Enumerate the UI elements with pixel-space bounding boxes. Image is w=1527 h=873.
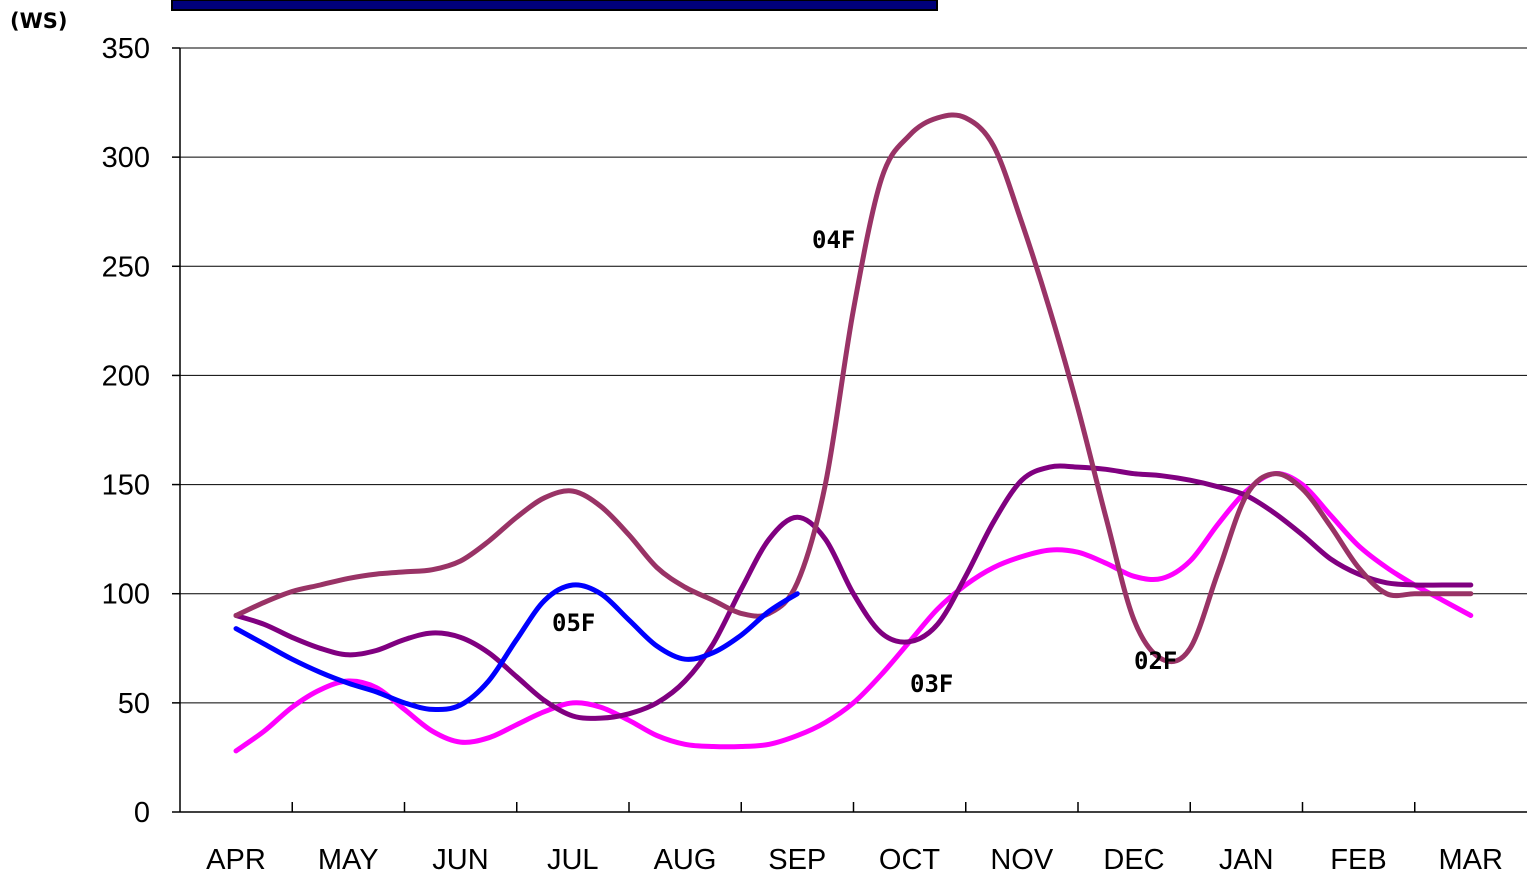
annotation-02F: 02F [1134,647,1177,675]
x-tick-label-jan: JAN [1219,844,1274,873]
x-tick-label-may: MAY [318,844,379,873]
series-line-03F [233,463,1474,721]
y-axis-tick-labels: 0 50 100 150 200 250 300 350 [102,33,180,829]
series-line-04F [233,112,1474,665]
series-lines [233,112,1474,754]
y-tick-label: 300 [102,142,150,174]
series-line-05F [233,582,800,713]
x-tick-label-jul: JUL [547,844,599,873]
series-annotations: 04F 05F 03F 02F [552,226,1177,698]
x-tick-label-jun: JUN [432,844,488,873]
annotation-04F: 04F [812,226,855,254]
y-tick-label: 200 [102,360,150,392]
y-tick-label: 50 [118,688,150,720]
chart-title-bar [171,0,938,11]
y-tick-label: 350 [102,33,150,65]
x-tick-label-aug: AUG [654,844,717,873]
x-tick-label-feb: FEB [1330,844,1386,873]
y-tick-label: 100 [102,579,150,611]
y-axis-unit-label: (WS) [10,9,67,33]
x-tick-label-mar: MAR [1439,844,1503,873]
x-axis-tick-labels: APR MAY JUN JUL AUG SEP OCT NOV DEC JAN FEB MAR [206,844,1503,873]
annotation-03F: 03F [910,670,953,698]
gridlines [180,47,1527,704]
x-axis-ticks [291,802,1416,812]
y-tick-label: 0 [134,797,150,829]
y-tick-label: 250 [102,251,150,283]
x-tick-label-sep: SEP [768,844,826,873]
y-tick-label: 150 [102,470,150,502]
x-tick-label-apr: APR [206,844,266,873]
x-tick-label-oct: OCT [879,844,941,873]
annotation-05F: 05F [552,609,595,637]
x-tick-label-nov: NOV [990,844,1054,873]
x-tick-label-dec: DEC [1103,844,1164,873]
